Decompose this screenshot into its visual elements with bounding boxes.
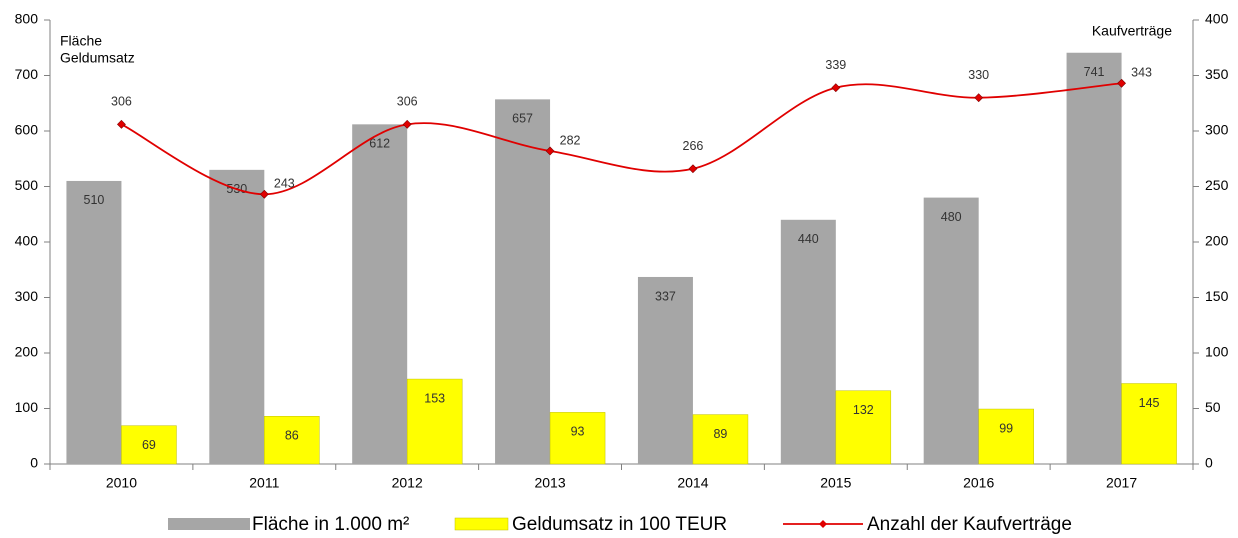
line-marker <box>117 119 126 129</box>
data-label: 153 <box>424 391 445 405</box>
bar <box>406 378 463 465</box>
y-axis-label: Fläche <box>60 33 102 49</box>
bar <box>1121 383 1177 465</box>
data-label: 243 <box>274 177 295 191</box>
data-label: 266 <box>683 139 704 153</box>
data-label: 343 <box>1131 66 1152 80</box>
bar <box>495 99 551 465</box>
y-tick-label: 400 <box>15 233 39 249</box>
y2-tick-label: 300 <box>1205 122 1229 138</box>
legend-label: Fläche in 1.000 m² <box>252 514 409 535</box>
data-label: 86 <box>285 429 299 443</box>
data-label: 306 <box>397 95 418 109</box>
data-label: 657 <box>512 112 533 126</box>
line-marker <box>688 164 698 174</box>
bar <box>66 180 122 464</box>
y-tick-label: 100 <box>15 399 39 415</box>
x-tick-label: 2011 <box>249 475 279 491</box>
y-tick-label: 0 <box>30 455 38 471</box>
data-label: 132 <box>853 403 874 417</box>
data-label: 330 <box>968 68 989 82</box>
legend-swatch <box>454 517 509 531</box>
line-marker <box>1117 78 1126 88</box>
y2-tick-label: 250 <box>1205 177 1229 193</box>
data-label: 145 <box>1139 396 1160 410</box>
bar <box>978 408 1034 465</box>
x-tick-label: 2013 <box>534 475 565 491</box>
bar <box>637 276 693 464</box>
x-tick-label: 2015 <box>820 475 851 491</box>
legend-swatch <box>168 518 250 530</box>
data-label: 741 <box>1084 65 1105 79</box>
y-tick-label: 500 <box>15 177 39 193</box>
x-tick-label: 2012 <box>392 475 423 491</box>
data-label: 69 <box>142 438 156 452</box>
data-label: 89 <box>713 427 727 441</box>
line-marker <box>974 93 984 103</box>
bar <box>835 390 892 465</box>
data-label: 480 <box>941 210 962 224</box>
data-label: 510 <box>84 193 105 207</box>
data-label: 99 <box>999 421 1013 435</box>
x-tick-label: 2017 <box>1106 475 1137 491</box>
y2-tick-label: 350 <box>1205 66 1229 82</box>
data-label: 337 <box>655 289 676 303</box>
bar <box>549 412 606 465</box>
bar <box>780 219 836 464</box>
bar <box>264 416 320 465</box>
x-tick-label: 2016 <box>963 475 994 491</box>
bar <box>923 197 979 464</box>
y-tick-label: 300 <box>15 288 39 304</box>
y2-tick-label: 50 <box>1205 399 1221 415</box>
line <box>121 82 1122 196</box>
y2-tick-label: 400 <box>1205 11 1229 27</box>
data-label: 306 <box>111 95 132 109</box>
bar <box>692 414 749 465</box>
y2-tick-label: 0 <box>1205 455 1213 471</box>
bar <box>209 169 265 464</box>
y-tick-label: 600 <box>15 122 39 138</box>
line-marker <box>831 83 841 93</box>
line-marker <box>259 189 269 199</box>
x-tick-label: 2014 <box>677 475 708 491</box>
data-label: 93 <box>571 425 585 439</box>
y-tick-label: 700 <box>15 66 39 82</box>
legend-swatch <box>819 520 827 528</box>
y-tick-label: 200 <box>15 344 39 360</box>
y2-tick-label: 100 <box>1205 344 1229 360</box>
y-tick-label: 800 <box>15 11 39 27</box>
legend-label: Anzahl der Kaufverträge <box>867 514 1072 535</box>
line-marker <box>402 119 412 129</box>
line-marker <box>545 146 555 156</box>
y2-axis-label: Kaufverträge <box>1092 23 1172 39</box>
y2-tick-label: 150 <box>1205 288 1229 304</box>
data-label: 282 <box>560 133 581 147</box>
y2-tick-label: 200 <box>1205 233 1229 249</box>
bar <box>121 425 177 465</box>
bar <box>1066 52 1122 465</box>
bar <box>352 124 408 464</box>
data-label: 440 <box>798 232 819 246</box>
x-tick-label: 2010 <box>106 475 137 491</box>
y-axis-label: Geldumsatz <box>60 50 135 66</box>
data-label: 339 <box>825 58 846 72</box>
legend-label: Geldumsatz in 100 TEUR <box>512 514 727 535</box>
data-label: 612 <box>369 137 390 151</box>
